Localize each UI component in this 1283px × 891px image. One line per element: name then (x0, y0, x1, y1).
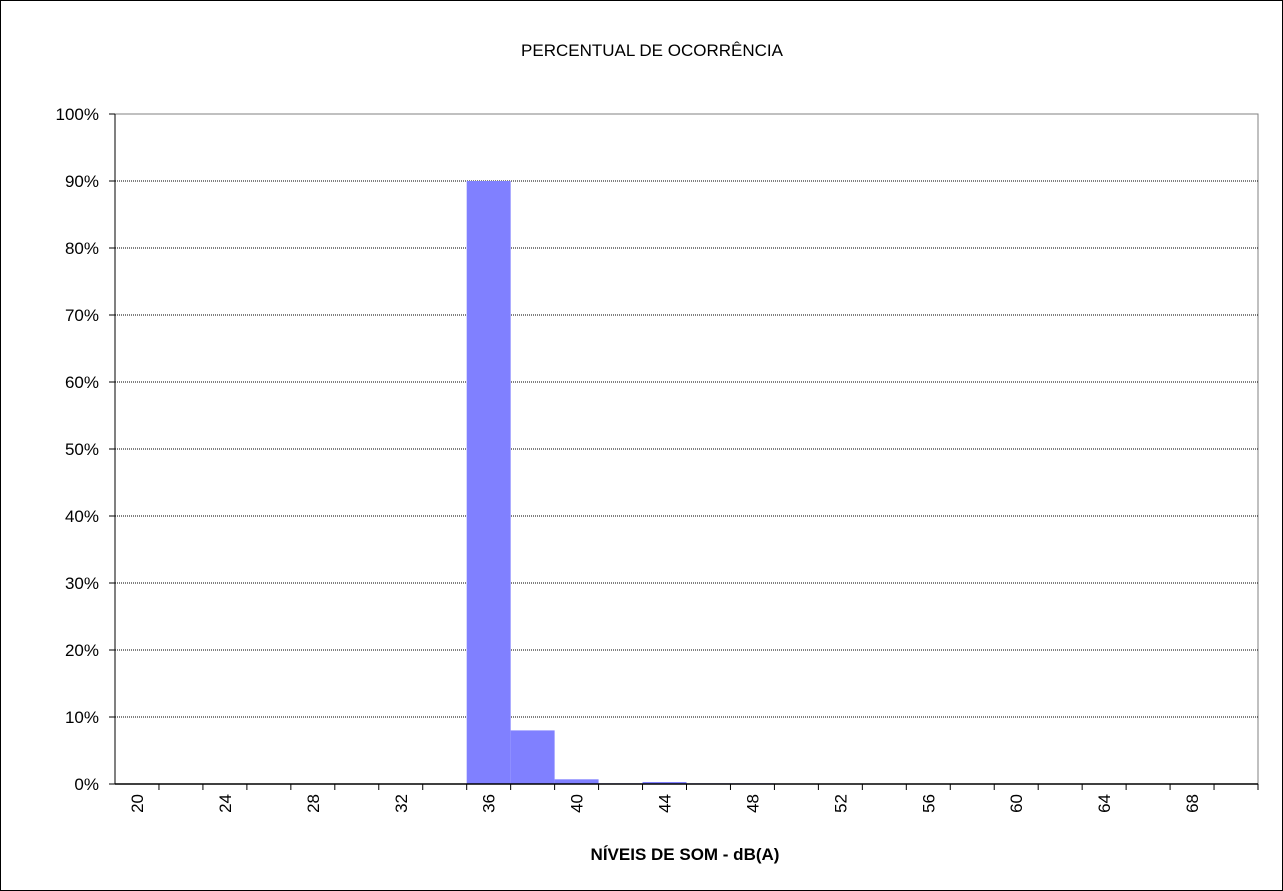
x-tick-label: 68 (1183, 794, 1202, 813)
x-tick-labels: 20 24 28 32 36 40 44 48 52 56 60 64 68 (128, 794, 1202, 813)
bar (642, 781, 687, 784)
bars (466, 181, 775, 784)
x-tick-label: 44 (656, 794, 675, 813)
bar (554, 779, 599, 784)
x-tick-label: 52 (831, 794, 850, 813)
x-tick-label: 28 (304, 794, 323, 813)
y-tick-labels: 0% 10% 20% 30% 40% 50% 60% 70% 80% 90% 100% (56, 105, 99, 794)
x-tick-label: 60 (1007, 794, 1026, 813)
y-tick-label: 20% (65, 641, 99, 660)
x-tick-label: 36 (480, 794, 499, 813)
y-tick-label: 80% (65, 239, 99, 258)
bar (510, 730, 555, 784)
y-tick-label: 40% (65, 507, 99, 526)
chart-title: PERCENTUAL DE OCORRÊNCIA (521, 41, 784, 60)
x-tick-label: 40 (568, 794, 587, 813)
x-tick-label: 48 (743, 794, 762, 813)
bar (466, 181, 511, 784)
x-tick-label: 20 (128, 794, 147, 813)
y-tick-label: 60% (65, 373, 99, 392)
x-axis-label: NÍVEIS DE SOM - dB(A) (591, 845, 780, 864)
x-tick-label: 56 (919, 794, 938, 813)
y-tick-label: 100% (56, 105, 99, 124)
x-tick-label: 64 (1095, 794, 1114, 813)
plot-area (114, 113, 1259, 785)
axes (109, 113, 1259, 790)
y-tick-label: 50% (65, 440, 99, 459)
grid-lines (115, 180, 1258, 718)
x-tick-label: 24 (216, 794, 235, 813)
y-tick-label: 90% (65, 172, 99, 191)
y-tick-label: 70% (65, 306, 99, 325)
y-tick-label: 30% (65, 574, 99, 593)
y-tick-label: 0% (74, 775, 99, 794)
y-tick-label: 10% (65, 708, 99, 727)
x-tick-label: 32 (392, 794, 411, 813)
